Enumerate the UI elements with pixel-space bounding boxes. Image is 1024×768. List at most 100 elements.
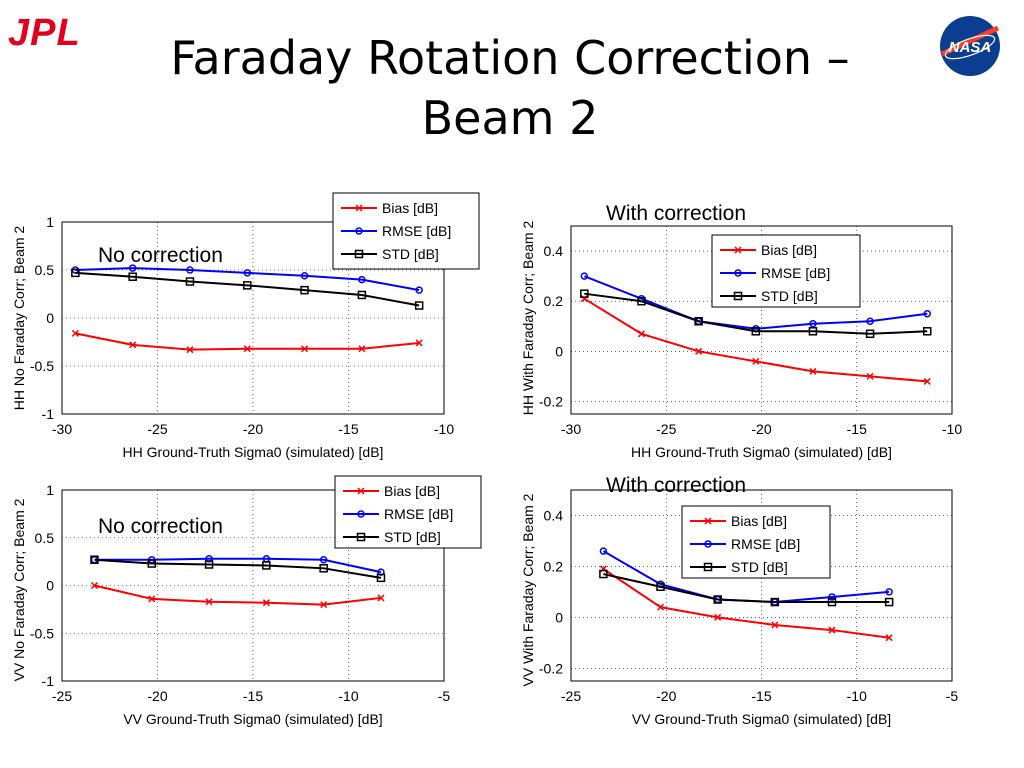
series-line-s (584, 292, 928, 335)
data-point (205, 555, 213, 563)
data-point (884, 597, 894, 607)
data-point (752, 357, 760, 365)
data-point (186, 346, 194, 354)
data-point (828, 593, 836, 601)
legend-label: Bias [dB] (731, 513, 787, 529)
series-line-s (603, 573, 890, 604)
series-line-o (583, 275, 928, 330)
data-point (599, 569, 608, 579)
x-tick-label: -20 (656, 688, 676, 704)
x-tick-label: -25 (147, 421, 167, 437)
data-point (147, 559, 157, 568)
y-axis-label: VV No Faraday Corr; Beam 2 (11, 498, 27, 681)
data-point (320, 601, 328, 609)
data-point (243, 345, 251, 353)
data-point (300, 272, 309, 280)
y-tick-label: 0.4 (544, 243, 564, 259)
data-point (243, 281, 252, 290)
plot-frame (61, 221, 445, 415)
x-tick-label: -15 (338, 421, 358, 437)
data-point (809, 320, 817, 328)
y-tick-label: 0 (555, 343, 563, 359)
legend: Bias [dB] RMSE [dB] STD [dB] (332, 192, 480, 270)
y-tick-label: -0.2 (539, 660, 563, 676)
x-axis-label: VV Ground-Truth Sigma0 (simulated) [dB] (632, 711, 891, 727)
x-axis-label: HH Ground-Truth Sigma0 (simulated) [dB] (631, 444, 892, 460)
series-line-x (602, 568, 890, 639)
data-point (580, 272, 589, 280)
legend-marker (704, 540, 712, 548)
jpl-logo: JPL (8, 12, 81, 54)
data-point (185, 277, 195, 286)
x-tick-label: -5 (946, 688, 959, 704)
chart-annotation: No correction (98, 244, 223, 267)
x-tick-label: -5 (438, 688, 451, 704)
legend-marker (356, 532, 366, 542)
x-tick-label: -10 (847, 688, 867, 704)
data-point (414, 301, 424, 310)
data-point (129, 341, 137, 349)
data-point (262, 599, 270, 607)
legend-marker (354, 249, 364, 259)
data-point (377, 568, 385, 576)
y-tick-label: 0 (46, 578, 54, 594)
data-point (923, 309, 931, 318)
legend-label: STD [dB] (382, 246, 439, 262)
data-point (415, 286, 423, 294)
legend-marker (357, 510, 365, 518)
data-point (415, 339, 423, 347)
legend-label: STD [dB] (384, 529, 441, 545)
data-point (809, 367, 817, 375)
data-point (357, 290, 367, 300)
data-point (300, 285, 309, 295)
plot-frame (570, 489, 953, 682)
data-point (319, 564, 328, 573)
x-tick-label: -25 (561, 688, 581, 704)
legend-marker (734, 246, 742, 254)
data-point (358, 275, 366, 284)
legend: Bias [dB] RMSE [dB] STD [dB] (334, 475, 482, 549)
data-point (771, 621, 779, 629)
data-point (808, 327, 818, 336)
data-point (637, 330, 646, 338)
chart-3: -25 -20 -15 -10 -5 -1 -0.5 0 0.5 1 VV Ground-Truth… (11, 475, 482, 727)
data-point (827, 597, 837, 607)
y-tick-label: 0 (555, 609, 563, 625)
y-axis-label: HH No Faraday Corr; Beam 2 (11, 226, 27, 411)
legend: Bias [dB] RMSE [dB] STD [dB] (711, 234, 861, 308)
y-tick-label: 0.5 (35, 262, 55, 278)
y-tick-label: -0.5 (30, 358, 54, 374)
y-tick-label: -1 (42, 673, 55, 689)
data-point (866, 372, 874, 380)
chart-1: -30 -25 -20 -15 -10 -1 -0.5 0 0.5 1 HH Ground-Trut… (11, 192, 480, 460)
series-line-s (94, 558, 382, 579)
y-tick-label: 0.2 (544, 558, 564, 574)
y-tick-label: -0.2 (539, 393, 563, 409)
data-point (866, 317, 874, 326)
x-tick-label: -25 (656, 421, 676, 437)
legend-marker (704, 517, 712, 525)
legend-marker (734, 269, 742, 277)
chart-annotation: No correction (98, 515, 223, 538)
y-tick-label: 0.2 (544, 293, 564, 309)
nasa-logo: NASA (940, 16, 1000, 76)
y-axis-label: HH With Faraday Corr; Beam 2 (520, 221, 536, 416)
series-line-o (75, 267, 420, 292)
legend-label: RMSE [dB] (761, 265, 830, 281)
slide-title: Faraday Rotation Correction – Beam 2 (170, 31, 850, 145)
y-tick-label: 0.5 (35, 530, 55, 546)
data-point (714, 613, 722, 621)
y-tick-label: -1 (42, 406, 55, 422)
data-point (657, 603, 665, 611)
x-tick-label: -10 (434, 421, 454, 437)
data-point (751, 327, 761, 336)
y-tick-label: 1 (46, 214, 54, 230)
x-tick-label: -15 (751, 688, 771, 704)
y-axis-label: VV With Faraday Corr; Beam 2 (520, 493, 536, 686)
x-tick-label: -20 (751, 421, 771, 437)
data-point (148, 595, 156, 603)
data-point (713, 595, 722, 604)
x-tick-label: -30 (561, 421, 581, 437)
x-tick-label: -20 (147, 688, 167, 704)
